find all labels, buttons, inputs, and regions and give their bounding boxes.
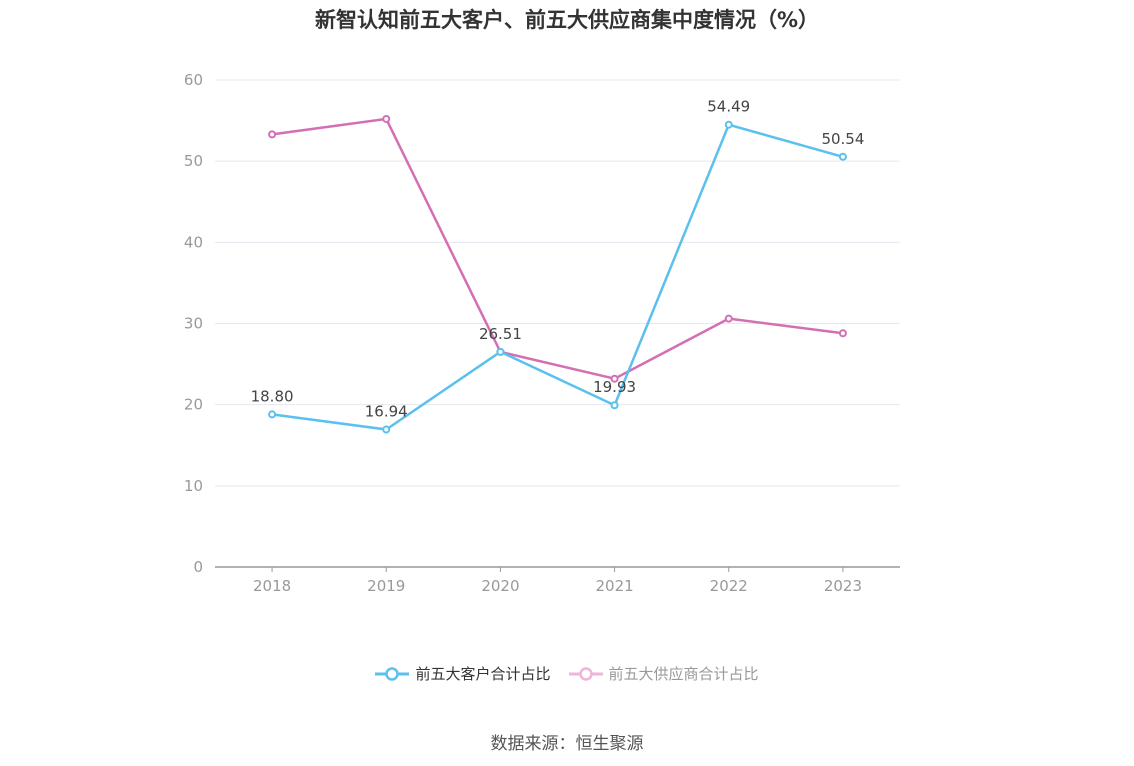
y-tick-label: 40 [184, 233, 203, 251]
data-point[interactable] [382, 425, 391, 434]
y-tick-label: 0 [193, 558, 203, 576]
legend-item-suppliers[interactable]: 前五大供应商合计占比 [568, 663, 759, 684]
series-line-1 [271, 117, 844, 380]
legend-line-circle-icon [375, 666, 410, 681]
x-tick-label: 2022 [710, 577, 748, 595]
y-tick-label: 10 [184, 477, 203, 495]
data-label: 18.80 [251, 387, 294, 405]
y-tick-label: 50 [184, 152, 203, 170]
legend-label-customers: 前五大客户合计占比 [415, 665, 551, 683]
data-point[interactable] [496, 347, 505, 356]
data-point[interactable] [838, 329, 847, 338]
data-point[interactable] [610, 374, 619, 383]
y-tick-label: 60 [184, 71, 203, 89]
x-tick-label: 2023 [824, 577, 862, 595]
x-tick-label: 2021 [595, 577, 633, 595]
x-tick-label: 2020 [481, 577, 519, 595]
data-point[interactable] [724, 120, 733, 129]
data-point[interactable] [838, 152, 847, 161]
legend-item-customers[interactable]: 前五大客户合计占比 [375, 663, 551, 684]
data-point[interactable] [382, 114, 391, 123]
data-label: 54.49 [707, 98, 750, 116]
data-point[interactable] [268, 410, 277, 419]
legend-label-suppliers: 前五大供应商合计占比 [608, 665, 759, 683]
chart-title: 新智认知前五大客户、前五大供应商集中度情况（%） [314, 8, 820, 32]
chart-legend: 前五大客户合计占比 前五大供应商合计占比 [0, 663, 1134, 684]
x-tick-label: 2019 [367, 577, 405, 595]
data-label: 16.94 [365, 403, 408, 421]
legend-line-circle-icon [568, 666, 603, 681]
y-tick-label: 20 [184, 396, 203, 414]
data-label: 19.93 [593, 378, 636, 396]
y-tick-label: 30 [184, 315, 203, 333]
data-point[interactable] [724, 314, 733, 323]
series-line-0 [271, 123, 844, 431]
data-point[interactable] [268, 130, 277, 139]
data-label: 26.51 [479, 325, 522, 343]
data-label: 50.54 [821, 130, 864, 148]
x-tick-label: 2018 [253, 577, 291, 595]
data-point[interactable] [610, 401, 619, 410]
data-source: 数据来源：恒生聚源 [490, 734, 644, 754]
